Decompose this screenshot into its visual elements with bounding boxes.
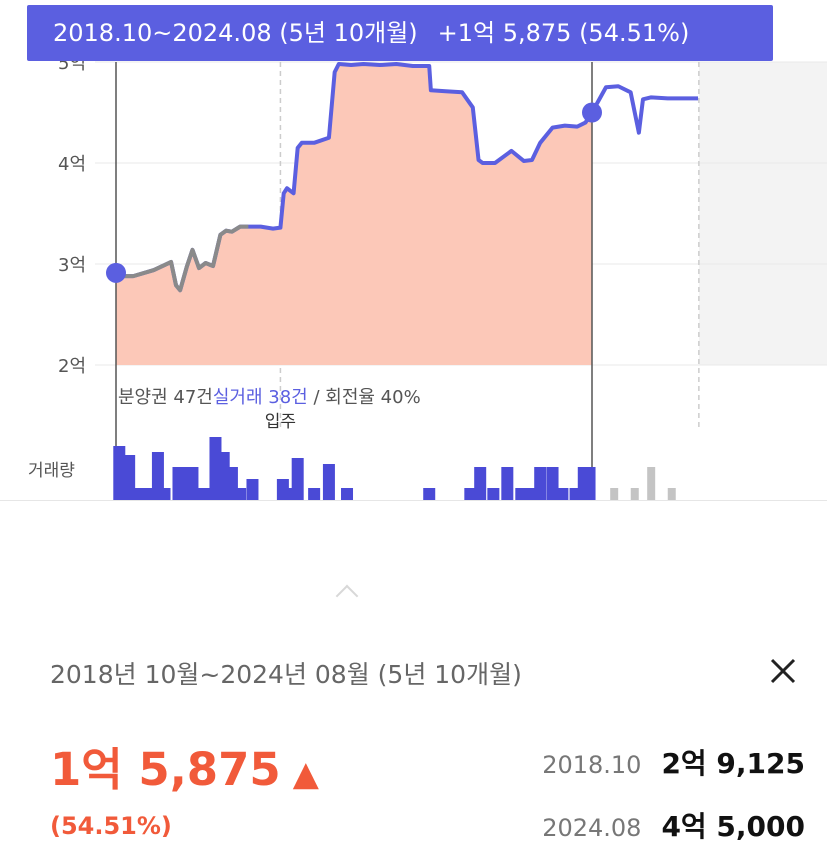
- trade-stats: 분양권 47건실거래 38건 / 회전율 40%: [118, 387, 421, 408]
- volume-bar: [487, 488, 500, 500]
- chevron-up-icon[interactable]: [335, 584, 359, 608]
- volume-bar: [515, 488, 528, 500]
- stats-turnover: / 회전율 40%: [308, 387, 421, 408]
- volume-bar: [158, 488, 171, 500]
- volume-bar: [583, 467, 596, 500]
- y-tick-label: 3억: [58, 255, 86, 276]
- stats-presale: 분양권 47건: [118, 387, 213, 408]
- price-change: 1억 5,875 ▲: [50, 733, 319, 798]
- volume-bar: [322, 464, 335, 500]
- end-price-row: 2024.08 4억 5,000: [542, 805, 805, 845]
- volume-bar: [546, 467, 559, 500]
- volume-bar: [534, 467, 547, 500]
- volume-bar-future: [647, 467, 656, 500]
- volume-bar: [234, 488, 247, 500]
- volume-bar: [113, 446, 126, 500]
- volume-bar: [246, 479, 259, 500]
- selection-start-point: [106, 262, 126, 283]
- start-price: 2억 9,125: [661, 747, 805, 780]
- volume-bar: [474, 467, 487, 500]
- volume-bar: [308, 488, 321, 500]
- move-in-label: 입주: [265, 412, 296, 432]
- tooltip-change: +1억 5,875 (54.51%): [437, 19, 690, 47]
- summary-period: 2018년 10월~2024년 08월 (5년 10개월): [50, 660, 522, 689]
- start-date: 2018.10: [542, 751, 642, 779]
- volume-bar-future: [630, 488, 639, 500]
- range-tooltip: 2018.10~2024.08 (5년 10개월) +1억 5,875 (54.5…: [27, 5, 773, 61]
- close-button[interactable]: [763, 651, 803, 691]
- volume-bar: [133, 488, 146, 500]
- volume-bar: [501, 467, 514, 500]
- volume-bar: [341, 488, 354, 500]
- volume-bar: [123, 455, 136, 500]
- volume-bar: [291, 458, 304, 500]
- selection-end-point: [582, 102, 602, 123]
- volume-bar-future: [667, 488, 676, 500]
- volume-bar: [464, 488, 477, 500]
- price-line-early: [116, 224, 249, 293]
- tooltip-period: 2018.10~2024.08 (5년 10개월): [53, 19, 418, 47]
- end-price: 4억 5,000: [661, 810, 805, 843]
- price-chart-svg[interactable]: 2억3억4억5억202020222024분양권 47건실거래 38건 / 회전율…: [0, 0, 827, 500]
- volume-bar-future: [610, 488, 619, 500]
- volume-bar: [556, 488, 569, 500]
- price-change-percent: (54.51%): [50, 812, 172, 840]
- divider: [0, 500, 827, 501]
- volume-label: 거래량: [28, 461, 75, 481]
- volume-bar: [423, 488, 436, 500]
- y-tick-label: 2억: [58, 356, 86, 377]
- start-price-row: 2018.10 2억 9,125: [542, 742, 805, 782]
- selected-area-fill: [116, 64, 592, 366]
- stats-real-trades: 실거래 38건: [213, 387, 308, 408]
- price-chart[interactable]: 2억3억4억5억202020222024분양권 47건실거래 38건 / 회전율…: [0, 0, 827, 500]
- end-date: 2024.08: [542, 814, 642, 842]
- y-tick-label: 4억: [58, 154, 86, 175]
- future-region: [698, 62, 827, 365]
- close-icon: [770, 658, 796, 684]
- price-change-value: 1억 5,875: [50, 743, 281, 796]
- up-arrow-icon: ▲: [292, 754, 319, 794]
